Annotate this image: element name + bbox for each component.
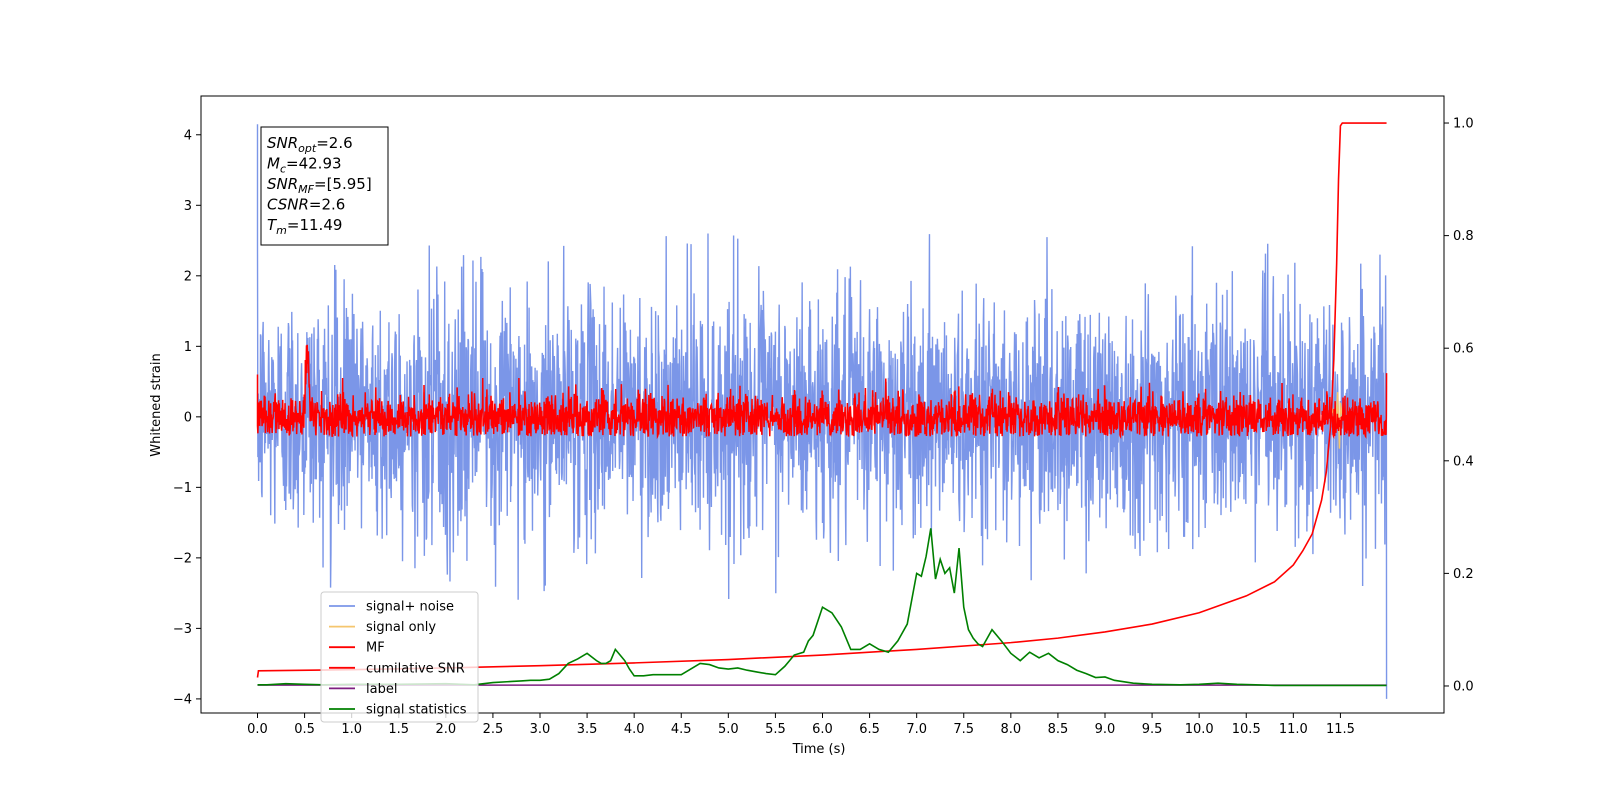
legend-entry-label: label [366,682,397,697]
x-axis: 0.0 0.5 1.0 1.5 2.0 2.5 3.0 3.5 4.0 4.5 5.0 5.5 6.0 6… [247,713,1355,737]
x-tick-label: 1.0 [341,722,362,737]
annotation-line: CSNR=2.6 [267,196,345,214]
annotation-frame [260,126,389,246]
y2-tick-label: 0.8 [1453,229,1474,244]
legend-entry-label: signal only [366,620,436,635]
y-axis-right: 0.0 0.2 0.4 0.6 0.8 1.0 [1444,117,1474,694]
legend-entry-label: MF [366,641,385,656]
y-tick-label: −1 [173,481,192,496]
y-tick-label: −2 [173,551,192,566]
annotation-line: SNRMF=[5.95] [267,175,372,196]
y-tick-label: 1 [184,340,192,355]
series-signal-statistics-line [257,528,1387,687]
x-tick-label: 2.0 [435,722,456,737]
y-tick-label: 2 [184,269,192,284]
y2-tick-label: 1.0 [1453,117,1474,132]
y-axis-label: Whitened strain [149,353,164,456]
series-signal-only-line [1328,392,1344,449]
y2-tick-label: 0.4 [1453,454,1474,469]
y-tick-label: 4 [184,128,192,143]
annotation-line: Mc=42.93 [267,155,342,176]
series-mf-line [256,344,1388,440]
x-tick-label: 2.5 [483,722,504,737]
x-tick-label: 3.5 [577,722,598,737]
y-tick-label: 0 [184,410,192,425]
x-tick-label: 1.5 [388,722,409,737]
x-tick-label: 11.5 [1326,722,1355,737]
legend: signal+ noise signal only MF cumilative SNR… [320,591,479,723]
x-tick-label: 10.0 [1185,722,1214,737]
x-tick-label: 4.5 [671,722,692,737]
x-tick-label: 7.0 [906,722,927,737]
y2-tick-label: 0.2 [1453,567,1474,582]
x-tick-label: 6.5 [859,722,880,737]
y2-tick-label: 0.6 [1453,342,1474,357]
annotation-line: SNRopt=2.6 [267,134,353,155]
x-tick-label: 9.0 [1095,722,1116,737]
x-tick-label: 6.0 [812,722,833,737]
legend-entry-label: cumilative SNR [366,661,465,676]
annotation-line: Tm=11.49 [267,216,342,237]
x-tick-label: 11.0 [1279,722,1308,737]
x-tick-label: 5.0 [718,722,739,737]
y-tick-label: −3 [173,622,192,637]
x-tick-label: 3.0 [530,722,551,737]
x-axis-label: Time (s) [792,742,846,757]
y-axis-left: −4 −3 −2 −1 0 1 2 3 4 [173,128,201,707]
x-tick-label: 0.5 [294,722,315,737]
x-tick-label: 7.5 [953,722,974,737]
x-tick-label: 10.5 [1232,722,1261,737]
y2-tick-label: 0.0 [1453,679,1474,694]
x-tick-label: 0.0 [247,722,268,737]
x-tick-label: 9.5 [1142,722,1163,737]
legend-frame [320,591,479,723]
x-tick-label: 4.0 [624,722,645,737]
legend-entry-label: signal statistics [366,703,467,718]
x-tick-label: 8.5 [1048,722,1069,737]
y-tick-label: −4 [173,692,192,707]
series-signal-noise-line [256,124,1388,699]
y-tick-label: 3 [184,199,192,214]
x-tick-label: 5.5 [765,722,786,737]
legend-entry-label: signal+ noise [366,600,454,615]
x-tick-label: 8.0 [1000,722,1021,737]
